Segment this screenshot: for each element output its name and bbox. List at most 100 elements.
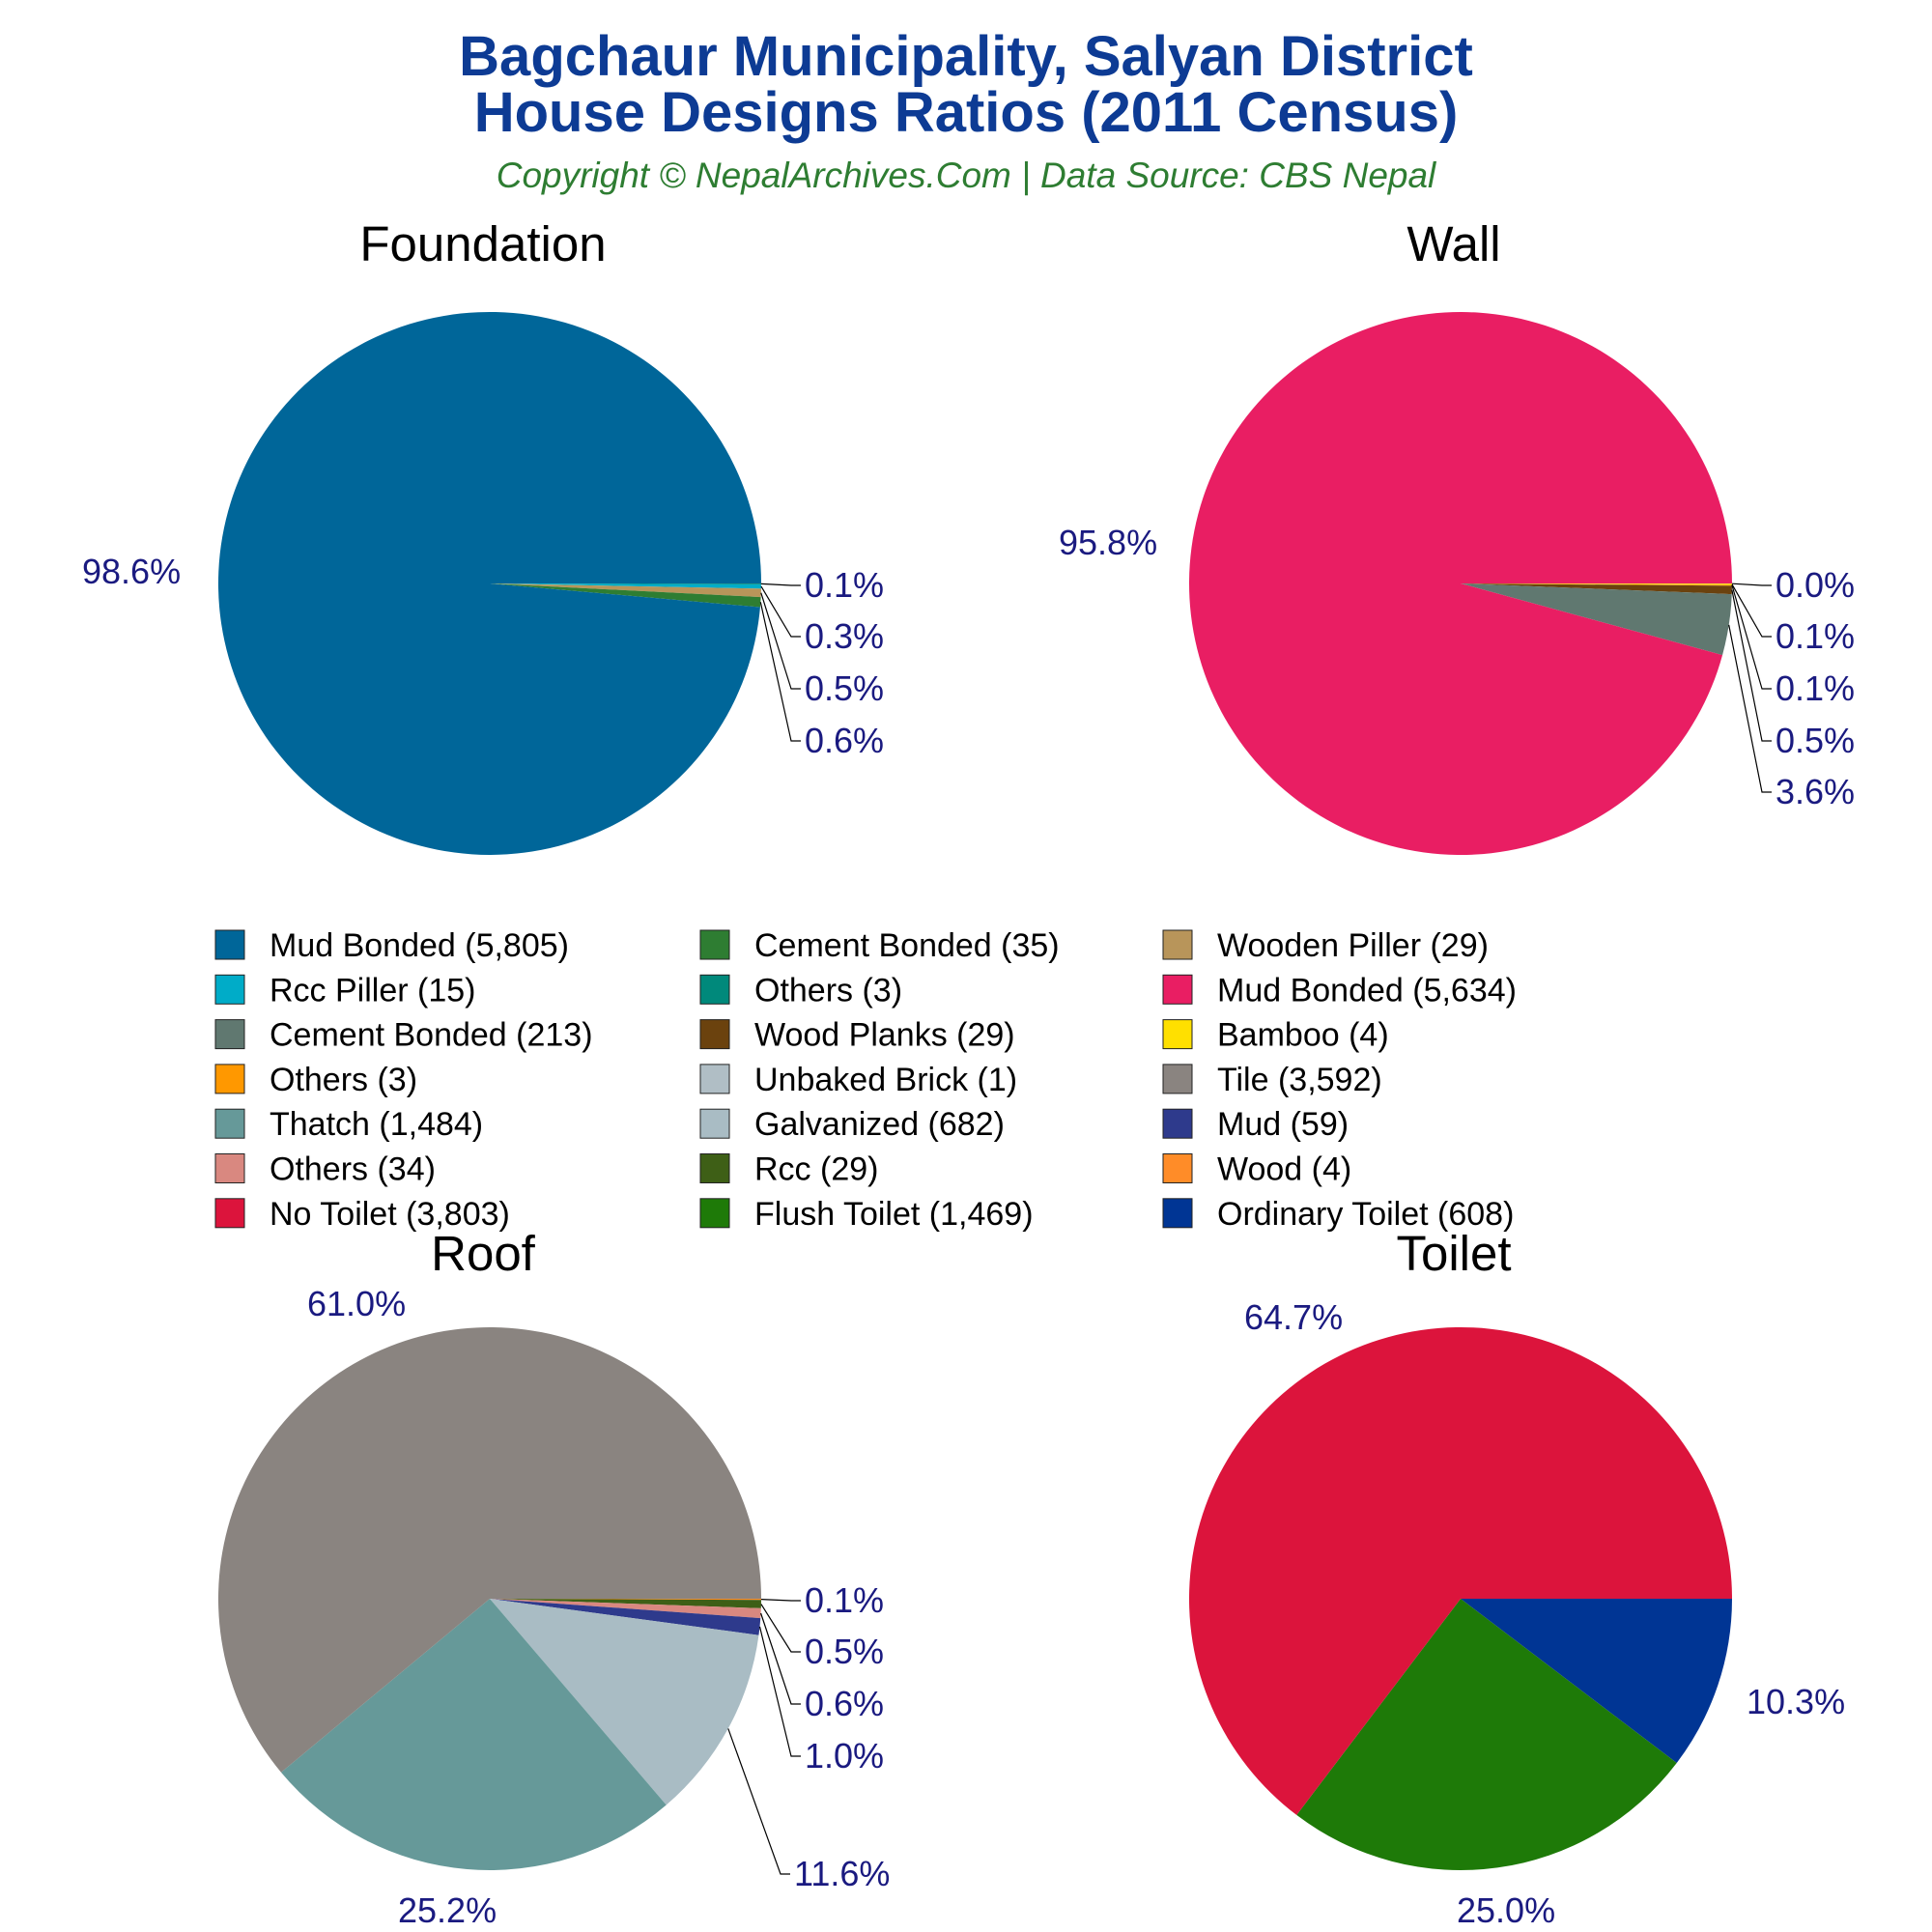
roof-leader-line xyxy=(760,1604,801,1653)
legend-swatch xyxy=(1162,1064,1193,1094)
roof-slice-thatch xyxy=(281,1599,667,1870)
legend-swatch xyxy=(214,1064,245,1094)
toilet-slice-no-toilet xyxy=(1189,1326,1732,1815)
legend: Mud Bonded (5,805) Rcc Piller (15) Cement … xyxy=(214,927,1517,1233)
chart-title-line2: House Designs Ratios (2011 Census) xyxy=(474,81,1459,144)
wall-pct-label: 0.1% xyxy=(1776,668,1855,708)
roof-pct-label: 11.6% xyxy=(794,1854,890,1893)
pie-roof: 61.0% 25.2% 11.6% 1.0% 0.6% 0.5% 0.1% xyxy=(218,1284,890,1930)
legend-swatch xyxy=(1162,1108,1193,1139)
pie-title-roof: Roof xyxy=(431,1226,536,1281)
wall-pct-label: 0.0% xyxy=(1776,565,1855,605)
legend-item-label: Galvanized (682) xyxy=(754,1106,1005,1143)
legend-swatch xyxy=(699,974,730,1005)
foundation-leader-line xyxy=(760,585,801,638)
foundation-pct-label: 0.5% xyxy=(805,668,884,708)
legend-item-label: Mud Bonded (5,634) xyxy=(1217,972,1517,1009)
toilet-pct-label: 64.7% xyxy=(1244,1297,1343,1337)
roof-pct-label: 0.6% xyxy=(805,1684,884,1723)
legend-swatch xyxy=(1162,1153,1193,1183)
roof-slice-tile xyxy=(218,1327,762,1773)
legend-item-label: Others (3) xyxy=(270,1062,417,1098)
roof-pct-label: 25.2% xyxy=(398,1890,497,1930)
toilet-slice-ordinary-toilet xyxy=(1461,1599,1732,1763)
legend-item-label: Thatch (1,484) xyxy=(270,1106,483,1143)
legend-swatch xyxy=(699,1019,730,1050)
legend-swatch xyxy=(1162,1198,1193,1229)
legend-item-label: Mud Bonded (5,805) xyxy=(270,927,569,964)
pie-title-wall: Wall xyxy=(1406,216,1500,271)
pie-title-foundation: Foundation xyxy=(359,216,606,271)
legend-item-label: Wood Planks (29) xyxy=(754,1017,1015,1054)
legend-swatch xyxy=(1162,1019,1193,1050)
roof-slice-galvanized xyxy=(490,1599,759,1805)
legend-item-label: Flush Toilet (1,469) xyxy=(754,1196,1034,1233)
wall-slice-cement-bonded xyxy=(1461,583,1732,656)
roof-leader-line xyxy=(760,1599,801,1602)
legend-item-label: Others (3) xyxy=(754,972,902,1009)
roof-pct-label: 0.1% xyxy=(805,1580,884,1620)
foundation-slice-mud-bonded xyxy=(217,311,761,855)
pie-toilet: 64.7% 25.0% 10.3% xyxy=(1189,1297,1845,1930)
roof-pct-label: 0.5% xyxy=(805,1632,884,1671)
legend-swatch xyxy=(214,974,245,1005)
roof-slice-rcc xyxy=(490,1599,761,1608)
chart-subtitle: Copyright © NepalArchives.Com | Data Sou… xyxy=(497,156,1437,195)
wall-pct-label: 0.5% xyxy=(1776,721,1855,760)
pie-title-toilet: Toilet xyxy=(1396,1226,1511,1281)
wall-leader-line xyxy=(1731,589,1772,742)
foundation-leader-line xyxy=(760,582,801,586)
foundation-slice-rcc-piller xyxy=(490,583,761,589)
legend-item-label: Ordinary Toilet (608) xyxy=(1217,1196,1514,1233)
legend-swatch xyxy=(699,1108,730,1139)
wall-slice-wood-planks xyxy=(1461,583,1732,595)
legend-item-label: No Toilet (3,803) xyxy=(270,1196,510,1233)
legend-swatch xyxy=(214,1198,245,1229)
legend-item-label: Tile (3,592) xyxy=(1217,1062,1382,1098)
toilet-slice-flush-toilet xyxy=(1296,1599,1677,1870)
legend-swatch xyxy=(214,1108,245,1139)
roof-leader-line xyxy=(758,1626,801,1757)
legend-swatch xyxy=(214,1153,245,1183)
toilet-pct-label: 25.0% xyxy=(1457,1890,1555,1930)
legend-swatch xyxy=(1162,974,1193,1005)
pie-wall: 95.8% 3.6% 0.5% 0.1% 0.1% 0.0% xyxy=(1059,312,1855,856)
legend-swatch xyxy=(699,1198,730,1229)
foundation-pct-label: 98.6% xyxy=(82,552,181,591)
legend-item-label: Rcc Piller (15) xyxy=(270,972,475,1009)
legend-swatch xyxy=(699,1064,730,1094)
wall-pct-label: 95.8% xyxy=(1059,523,1157,562)
legend-item-label: Unbaked Brick (1) xyxy=(754,1062,1017,1098)
foundation-pct-label: 0.6% xyxy=(805,721,884,760)
wall-leader-line xyxy=(1731,583,1772,638)
legend-swatch xyxy=(699,929,730,960)
foundation-leader-line xyxy=(759,602,801,742)
roof-leader-line xyxy=(727,1728,790,1875)
roof-pct-label: 1.0% xyxy=(805,1736,884,1776)
foundation-slice-cement-bonded xyxy=(490,583,761,608)
foundation-leader-line xyxy=(760,592,801,690)
legend-item-label: Cement Bonded (213) xyxy=(270,1017,593,1054)
legend-item-label: Rcc (29) xyxy=(754,1151,878,1188)
legend-item-label: Bamboo (4) xyxy=(1217,1017,1389,1054)
legend-swatch xyxy=(1162,929,1193,960)
legend-swatch xyxy=(214,1019,245,1050)
toilet-pct-label: 10.3% xyxy=(1747,1682,1845,1721)
wall-slice-bamboo xyxy=(1461,583,1733,585)
chart-title-line1: Bagchaur Municipality, Salyan District xyxy=(459,25,1473,88)
pie-foundation: 98.6% 0.3% 0.5% 0.6% 0.1% xyxy=(82,311,884,855)
roof-slice-mud xyxy=(490,1599,761,1635)
legend-item-label: Wooden Piller (29) xyxy=(1217,927,1489,964)
legend-item-label: Mud (59) xyxy=(1217,1106,1349,1143)
wall-pct-label: 0.1% xyxy=(1776,616,1855,656)
wall-slice-others xyxy=(1461,583,1732,586)
wall-pct-label: 3.6% xyxy=(1776,772,1855,811)
roof-slice-others xyxy=(490,1599,761,1619)
foundation-slice-wooden-piller xyxy=(490,583,761,598)
wall-leader-line xyxy=(1731,584,1772,690)
wall-slice-mud-bonded xyxy=(1189,312,1732,856)
wall-leader-line xyxy=(1728,624,1772,793)
legend-swatch xyxy=(699,1153,730,1183)
foundation-pct-label: 0.3% xyxy=(805,616,884,656)
